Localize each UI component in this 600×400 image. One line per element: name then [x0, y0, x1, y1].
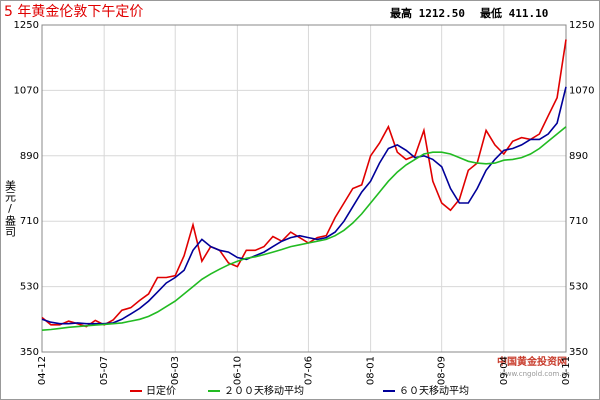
y-tick-label: 890 [20, 151, 39, 162]
series-line [41, 39, 567, 328]
watermark-url: www.cngold.com.cn [500, 370, 570, 378]
high-stat: 最高 1212.50 [390, 6, 465, 20]
x-tick-label: 04-12 [37, 356, 48, 385]
low-stat: 最低 411.10 [480, 6, 548, 20]
y-tick-label: 1070 [14, 85, 39, 96]
y2-tick-label: 1070 [569, 85, 594, 96]
x-tick-label: 06-03 [170, 356, 181, 385]
x-tick-label: 08-01 [366, 356, 377, 385]
x-tick-label: 09-11 [561, 356, 572, 385]
x-tick-label: 08-09 [437, 356, 448, 385]
series-line [41, 126, 567, 331]
x-tick-label: 05-07 [99, 356, 110, 385]
x-tick-label: 09-04 [499, 356, 510, 385]
y2-tick-label: 350 [569, 347, 588, 358]
watermark: 中国黄金投资网 [497, 355, 567, 368]
y-tick-label: 350 [20, 347, 39, 358]
y-tick-label: 1250 [14, 20, 39, 31]
y2-tick-label: 710 [569, 216, 588, 227]
x-tick-label: 06-10 [232, 356, 243, 385]
y2-tick-label: 1250 [569, 20, 594, 31]
chart-title: 5 年黄金伦敦下午定价 [4, 3, 143, 20]
plot-border [41, 24, 567, 353]
y2-tick-label: 890 [569, 151, 588, 162]
y-tick-label: 530 [20, 282, 39, 293]
x-tick-label: 07-06 [303, 356, 314, 385]
series-line [41, 86, 567, 325]
y-tick-label: 710 [20, 216, 39, 227]
legend-label: 日定价 [146, 384, 176, 397]
legend-label: ６０天移动平均 [399, 384, 469, 397]
y2-tick-label: 530 [569, 282, 588, 293]
y-axis-label: 美元/盎司 [4, 180, 17, 237]
legend-label: ２００天移动平均 [224, 384, 304, 397]
